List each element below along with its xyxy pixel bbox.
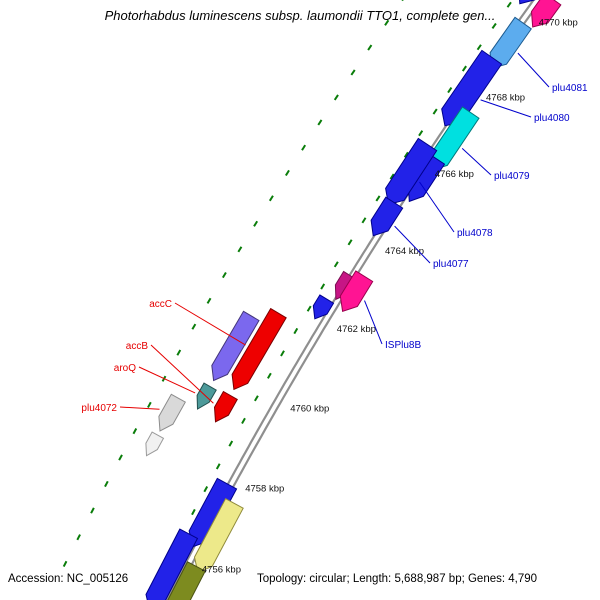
gene-top-pink[interactable] xyxy=(530,0,562,28)
gene-labels: plu4081 plu4080 plu4079 plu4078 plu4077 ISPlu… xyxy=(81,83,588,414)
gene-arrows xyxy=(145,0,562,600)
leader-accC xyxy=(174,302,246,346)
gene-label-accB[interactable]: accB xyxy=(126,341,149,352)
map-title: Photorhabdus luminescens subsp. laumondi… xyxy=(104,8,496,23)
gene-label-plu4079[interactable]: plu4079 xyxy=(494,171,530,182)
leader-plu4081 xyxy=(517,52,550,88)
gene-purple-gene[interactable] xyxy=(211,310,260,382)
leader-accB xyxy=(150,344,214,404)
gene-is-blue[interactable] xyxy=(312,294,335,320)
gene-label-aroQ[interactable]: aroQ xyxy=(114,363,136,374)
gene-plu4072[interactable] xyxy=(158,393,186,432)
tick-ruler-arcs xyxy=(62,0,514,600)
status-summary: Topology: circular; Length: 5,688,987 bp… xyxy=(257,573,538,585)
gene-label-plu4077[interactable]: plu4077 xyxy=(433,259,469,270)
gene-plu4077[interactable] xyxy=(370,196,404,237)
gene-top-blue[interactable] xyxy=(519,0,542,5)
gene-label-plu4072[interactable]: plu4072 xyxy=(81,403,117,414)
tick-labels: 4756 kbp 4758 kbp 4760 kbp 4762 kbp 4764 kbp… xyxy=(202,17,578,575)
gene-white-gene[interactable] xyxy=(145,431,165,457)
leader-plu4079 xyxy=(461,148,492,176)
gene-accB[interactable] xyxy=(213,390,238,423)
tick-label-4764: 4764 kbp xyxy=(385,246,424,257)
label-leader-lines xyxy=(119,52,550,410)
leader-ISPlu8B xyxy=(364,300,383,345)
gene-accC[interactable] xyxy=(231,307,287,391)
tick-ruler-arc-1 xyxy=(146,0,514,600)
gene-label-plu4080[interactable]: plu4080 xyxy=(534,113,570,124)
tick-label-4768: 4768 kbp xyxy=(486,93,525,104)
leader-plu4078 xyxy=(419,181,455,233)
tick-label-4758: 4758 kbp xyxy=(245,483,284,494)
gene-label-plu4078[interactable]: plu4078 xyxy=(457,228,493,239)
gene-ISPlu8B[interactable] xyxy=(339,270,374,313)
gene-bot-blue2[interactable] xyxy=(145,528,199,600)
tick-label-4766: 4766 kbp xyxy=(435,169,474,180)
gene-label-plu4081[interactable]: plu4081 xyxy=(552,83,588,94)
tick-label-4756: 4756 kbp xyxy=(202,564,241,575)
gene-label-ISPlu8B[interactable]: ISPlu8B xyxy=(385,340,421,351)
tick-label-4770: 4770 kbp xyxy=(539,17,578,28)
gene-plu4078[interactable] xyxy=(385,137,438,206)
gene-bot-yellow[interactable] xyxy=(193,498,244,574)
status-accession: Accession: NC_005126 xyxy=(8,573,129,585)
tick-label-4762: 4762 kbp xyxy=(337,324,376,335)
gene-label-accC[interactable]: accC xyxy=(149,299,172,310)
gene-bot-olive[interactable] xyxy=(164,561,206,600)
tick-ruler-arc-2 xyxy=(62,0,404,568)
gene-aroQ[interactable] xyxy=(196,382,217,410)
leader-plu4077 xyxy=(394,225,431,264)
leader-plu4072 xyxy=(119,406,160,410)
leader-aroQ xyxy=(138,366,196,394)
tick-label-4760: 4760 kbp xyxy=(290,403,329,414)
leader-plu4080 xyxy=(480,99,532,118)
